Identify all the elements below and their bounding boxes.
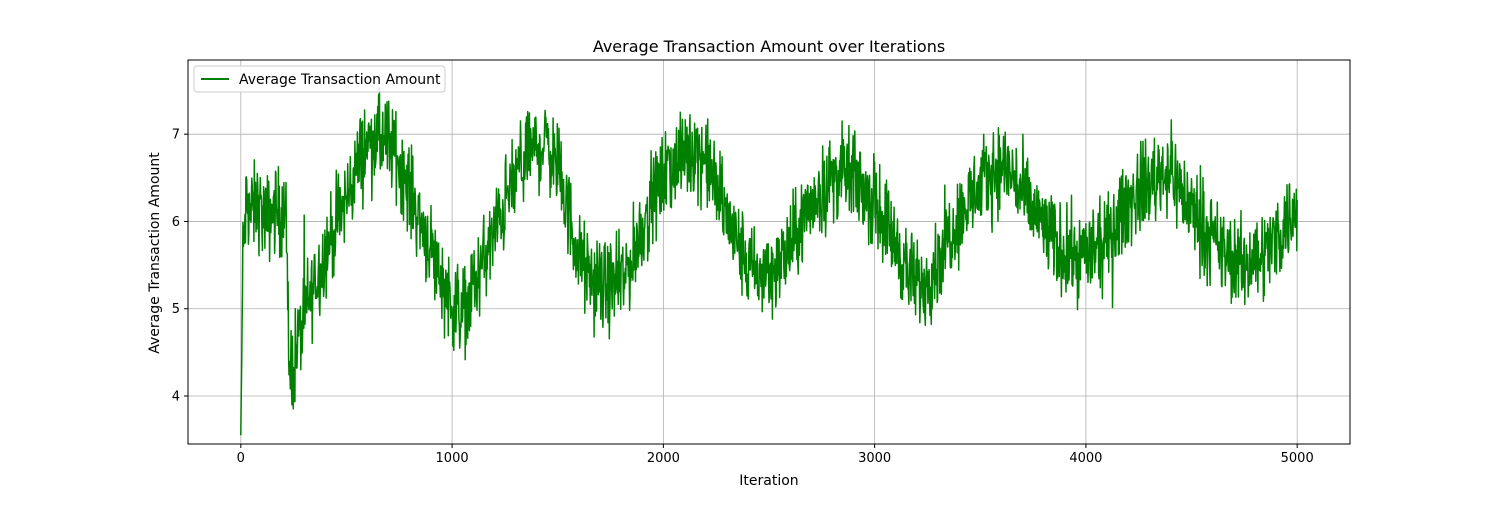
x-tick-label: 3000 (858, 451, 891, 466)
y-tick-label: 6 (172, 215, 180, 230)
x-tick-label: 1000 (436, 451, 469, 466)
series-line (240, 86, 1298, 436)
x-tick-label: 5000 (1281, 451, 1314, 466)
x-tick-label: 2000 (647, 451, 680, 466)
legend-box (193, 65, 446, 93)
y-axis-label: Average Transaction Amount (147, 152, 163, 354)
y-axis: 4 5 6 7 (172, 128, 188, 405)
chart-title: Average Transaction Amount over Iteratio… (593, 37, 945, 56)
y-tick-label: 5 (172, 302, 180, 317)
x-axis-label: Iteration (739, 473, 798, 489)
plot-frame (187, 59, 1351, 445)
series-layer (240, 86, 1298, 436)
y-tick-label: 7 (172, 128, 180, 143)
y-tick-label: 4 (172, 390, 180, 405)
x-tick-label: 0 (237, 451, 245, 466)
x-axis: 0 1000 2000 3000 4000 5000 (237, 444, 1314, 466)
x-tick-label: 4000 (1069, 451, 1102, 466)
legend: Average Transaction Amount (193, 65, 446, 93)
legend-label: Average Transaction Amount (239, 72, 441, 88)
